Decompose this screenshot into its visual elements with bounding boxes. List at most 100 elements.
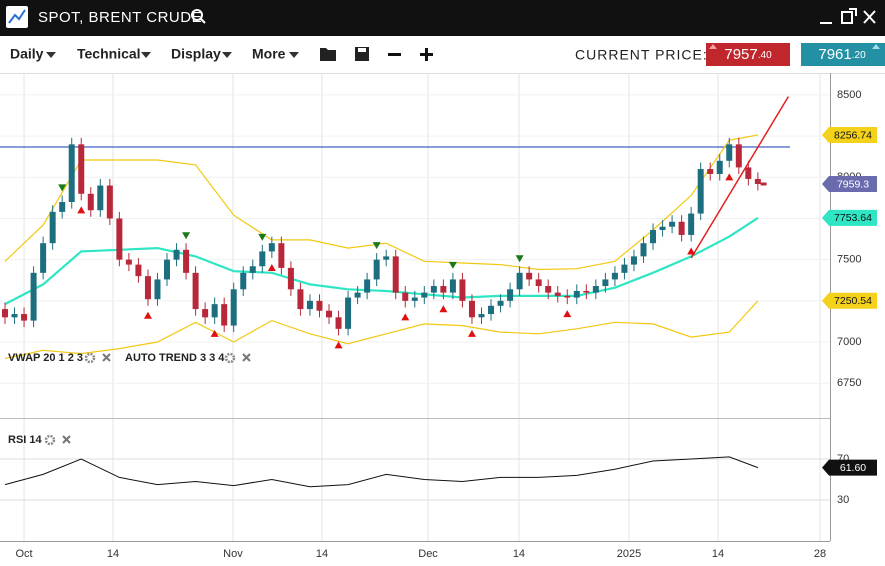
x-tick-label: 2025 <box>617 548 641 560</box>
remove-icon[interactable] <box>102 353 111 362</box>
x-tick-label: Oct <box>16 548 33 560</box>
candle-body <box>659 226 666 231</box>
x-tick-label: 14 <box>513 548 525 560</box>
candle-body <box>144 276 151 300</box>
candle-body <box>11 314 18 318</box>
candle-body <box>364 279 371 293</box>
bid-box <box>706 43 790 66</box>
candle-body <box>468 300 475 318</box>
bid-price: 7957.40 <box>724 46 772 63</box>
candle-body <box>68 144 75 203</box>
candle-body <box>573 290 580 298</box>
candle-body <box>554 292 561 296</box>
candle-body <box>116 218 123 260</box>
price-tags: 8256.74 7753.64 7250.54 7959.3 61.60 <box>822 127 877 476</box>
candle-body <box>526 272 533 280</box>
y-tick-label: 7000 <box>837 336 861 348</box>
search-icon[interactable] <box>191 9 206 24</box>
ask-main: 7961 <box>818 46 851 63</box>
y-tick-label: 6750 <box>837 377 861 389</box>
menu-technical[interactable]: Technical <box>77 46 151 62</box>
menu-label[interactable]: Technical <box>77 46 141 62</box>
sell-signal <box>448 261 457 269</box>
x-tick-label: Dec <box>418 548 438 560</box>
candle-body <box>154 279 161 300</box>
candle-body <box>516 272 523 290</box>
candle-body <box>535 279 542 287</box>
ask-decimals: .20 <box>852 50 866 61</box>
candle-body <box>611 272 618 280</box>
candle-body <box>602 279 609 287</box>
current-price-label: CURRENT PRICE: <box>575 47 708 63</box>
menu-label[interactable]: Daily <box>10 46 44 62</box>
save-icon[interactable] <box>355 47 369 61</box>
candle-body <box>49 211 56 244</box>
open-icon[interactable] <box>320 48 336 61</box>
candle-body <box>430 286 437 293</box>
candle-body <box>268 243 275 252</box>
candle-body <box>650 230 657 244</box>
menu-label[interactable]: Display <box>171 46 221 62</box>
candle-body <box>173 249 180 260</box>
price-tag-label: 7959.3 <box>837 178 869 190</box>
instrument-title: SPOT, BRENT CRUDE <box>38 9 202 26</box>
candle-body <box>164 259 171 280</box>
candle-body <box>373 259 380 280</box>
price-tag <box>822 127 877 144</box>
trend-line <box>690 96 789 259</box>
candle-body <box>106 185 113 219</box>
candle-body <box>497 300 504 306</box>
menu-more[interactable]: More <box>252 46 299 62</box>
buy-signal <box>439 305 448 313</box>
candle-body <box>621 264 628 273</box>
buy-signal <box>687 247 696 255</box>
y-tick-label: 7500 <box>837 254 861 266</box>
candle-body <box>678 221 685 235</box>
candle-body <box>735 144 742 168</box>
candle-body <box>459 279 466 301</box>
price-tag <box>822 176 877 193</box>
ask-arrow <box>872 44 880 49</box>
rsi-tag <box>822 459 877 476</box>
bid-decimals: .40 <box>758 50 772 61</box>
menu-daily[interactable]: Daily <box>10 46 56 62</box>
candle-body <box>354 292 361 298</box>
candle-body <box>240 272 247 290</box>
candle-body <box>335 317 342 329</box>
candle-body <box>125 259 132 265</box>
indicator-label: VWAP 20 1 2 3 <box>8 352 83 364</box>
candle-body <box>211 304 218 318</box>
remove-icon[interactable] <box>242 353 251 362</box>
menu-label[interactable]: More <box>252 46 286 62</box>
settings-icon[interactable] <box>44 434 56 446</box>
candle-body <box>21 314 28 321</box>
indicator-label: RSI 14 <box>8 434 43 446</box>
price-tag <box>822 292 877 309</box>
logo <box>6 6 28 28</box>
window-controls[interactable] <box>820 8 876 24</box>
candle-body <box>688 213 695 235</box>
candle-body <box>326 310 333 318</box>
bid-main: 7957 <box>724 46 757 63</box>
sell-signal <box>58 184 67 192</box>
settings-icon[interactable] <box>224 352 236 364</box>
settings-icon[interactable] <box>84 352 96 364</box>
candle-body <box>440 286 447 293</box>
zoom-out[interactable] <box>388 53 401 56</box>
candle-body <box>259 251 266 267</box>
price-tag-label: 7250.54 <box>834 295 872 307</box>
candle-body <box>745 167 752 179</box>
menu-display[interactable]: Display <box>171 46 232 62</box>
candle-body <box>630 256 637 265</box>
candle-body <box>716 160 723 175</box>
candle-body <box>316 300 323 311</box>
last-price-marker <box>760 182 767 186</box>
y-tick-label: 8500 <box>837 89 861 101</box>
vwap-line <box>4 216 759 306</box>
remove-icon[interactable] <box>62 435 71 444</box>
candle-body <box>564 295 571 298</box>
price-tag-label: 7753.64 <box>834 212 872 224</box>
buy-signal <box>77 206 86 214</box>
buy-signal <box>267 264 276 272</box>
zoom-in[interactable] <box>420 48 433 61</box>
